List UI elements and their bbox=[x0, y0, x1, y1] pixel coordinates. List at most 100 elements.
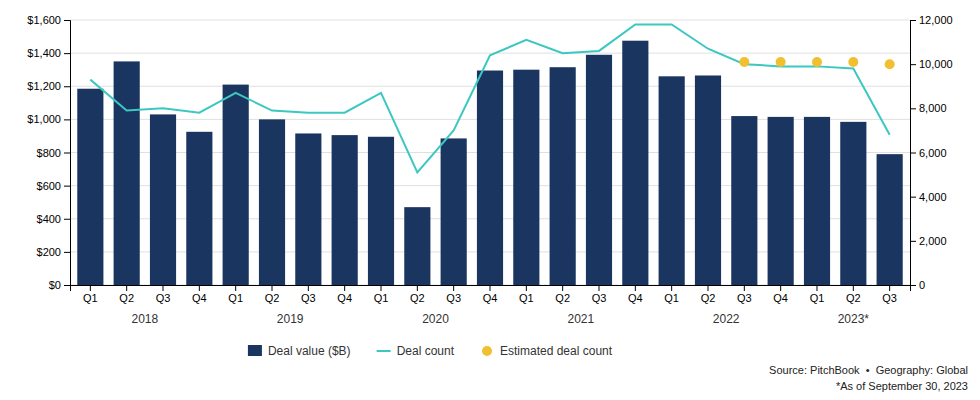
tick: 2,000 bbox=[910, 235, 947, 247]
legend-item: Estimated deal count bbox=[482, 344, 613, 358]
point bbox=[885, 59, 895, 69]
legend-label: Estimated deal count bbox=[500, 344, 613, 358]
tick: $800 bbox=[37, 147, 70, 159]
bar bbox=[259, 119, 285, 285]
point bbox=[848, 57, 858, 67]
tick-mark bbox=[64, 20, 70, 21]
tick: Q1 bbox=[83, 285, 98, 304]
tick: Q2 bbox=[410, 285, 425, 304]
tick-mark bbox=[562, 285, 563, 291]
tick: $1,600 bbox=[27, 14, 70, 26]
tick: Q4 bbox=[628, 285, 643, 304]
y2-axis: 02,0004,0006,0008,00010,00012,000 bbox=[910, 14, 953, 291]
bar bbox=[150, 114, 176, 285]
tick: Q4 bbox=[773, 285, 788, 304]
tick-mark bbox=[671, 285, 672, 291]
group-label: 2022 bbox=[713, 312, 740, 326]
bar bbox=[840, 122, 866, 285]
point bbox=[812, 57, 822, 67]
tick-mark bbox=[744, 285, 745, 291]
tick: Q1 bbox=[519, 285, 534, 304]
bar bbox=[477, 71, 503, 285]
tick-label: Q2 bbox=[265, 292, 280, 304]
tick-mark bbox=[910, 241, 916, 242]
tick: Q2 bbox=[119, 285, 134, 304]
bar bbox=[114, 61, 140, 285]
bar bbox=[659, 76, 685, 285]
bar bbox=[332, 135, 358, 285]
tick: Q1 bbox=[374, 285, 389, 304]
tick-mark bbox=[90, 285, 91, 291]
tick-label: Q4 bbox=[337, 292, 352, 304]
chart: $0$200$400$600$800$1,000$1,200$1,400$1,6… bbox=[0, 0, 980, 400]
tick-mark bbox=[64, 285, 70, 286]
bar bbox=[804, 117, 830, 285]
legend: Deal value ($B)Deal countEstimated deal … bbox=[248, 344, 613, 358]
tick-label: $400 bbox=[37, 213, 61, 225]
grid-line bbox=[70, 53, 910, 54]
tick-label: $200 bbox=[37, 246, 61, 258]
tick: Q4 bbox=[483, 285, 498, 304]
tick: Q3 bbox=[882, 285, 897, 304]
axis-line bbox=[64, 21, 71, 286]
legend-item: Deal value ($B) bbox=[248, 344, 351, 358]
tick-label: $800 bbox=[37, 147, 61, 159]
tick: $600 bbox=[37, 180, 70, 192]
category-groups: 201820192020202120222023* bbox=[131, 312, 869, 326]
tick-label: Q1 bbox=[519, 292, 534, 304]
tick-label: Q3 bbox=[737, 292, 752, 304]
grid-line bbox=[70, 20, 910, 21]
tick: Q3 bbox=[737, 285, 752, 304]
annotations: Source: PitchBook • Geography: Global *As… bbox=[769, 364, 968, 392]
tick-mark bbox=[64, 186, 70, 187]
tick-mark bbox=[889, 285, 890, 291]
tick: Q1 bbox=[228, 285, 243, 304]
group-label: 2021 bbox=[567, 312, 594, 326]
tick: Q2 bbox=[555, 285, 570, 304]
tick-mark bbox=[199, 285, 200, 291]
tick-mark bbox=[853, 285, 854, 291]
tick: Q3 bbox=[301, 285, 316, 304]
tick-mark bbox=[64, 53, 70, 54]
tick: Q2 bbox=[701, 285, 716, 304]
tick-mark bbox=[707, 285, 708, 291]
tick-mark bbox=[344, 285, 345, 291]
annotation: Source: PitchBook • Geography: Global bbox=[769, 364, 968, 376]
tick: Q1 bbox=[664, 285, 679, 304]
group-label: 2023* bbox=[838, 312, 870, 326]
tick: Q4 bbox=[192, 285, 207, 304]
tick-mark bbox=[598, 285, 599, 291]
tick-label: Q2 bbox=[119, 292, 134, 304]
bar bbox=[586, 55, 612, 285]
tick-mark bbox=[64, 119, 70, 120]
bar bbox=[877, 154, 903, 285]
tick: $400 bbox=[37, 213, 70, 225]
tick-mark bbox=[381, 285, 382, 291]
bar bbox=[731, 116, 757, 285]
tick-label: $1,200 bbox=[27, 80, 61, 92]
grid bbox=[70, 20, 910, 285]
tick-label: 8,000 bbox=[919, 102, 947, 114]
axis-line bbox=[911, 21, 917, 286]
tick-mark bbox=[64, 252, 70, 253]
annotation: *As of September 30, 2023 bbox=[836, 380, 968, 392]
tick-mark bbox=[490, 285, 491, 291]
tick-mark bbox=[272, 285, 273, 291]
bar bbox=[441, 138, 467, 285]
tick: Q4 bbox=[337, 285, 352, 304]
tick: 0 bbox=[910, 279, 925, 291]
tick: 8,000 bbox=[910, 102, 947, 114]
tick-mark bbox=[64, 86, 70, 87]
tick-label: Q3 bbox=[446, 292, 461, 304]
group-label: 2018 bbox=[131, 312, 158, 326]
tick-mark bbox=[910, 108, 916, 109]
tick-mark bbox=[635, 285, 636, 291]
tick-label: 10,000 bbox=[919, 58, 953, 70]
tick-mark bbox=[126, 285, 127, 291]
tick-label: 12,000 bbox=[919, 14, 953, 26]
bar bbox=[768, 117, 794, 285]
tick: $1,000 bbox=[27, 113, 70, 125]
point bbox=[776, 57, 786, 67]
legend-swatch bbox=[377, 350, 391, 352]
tick-label: $1,000 bbox=[27, 113, 61, 125]
